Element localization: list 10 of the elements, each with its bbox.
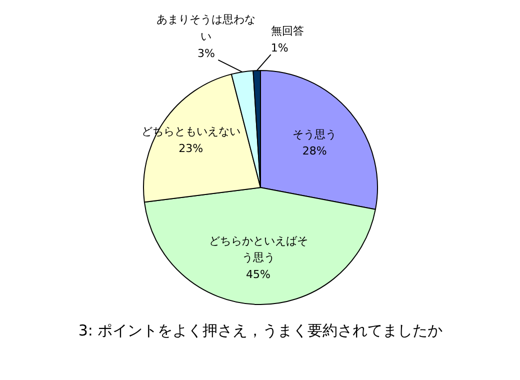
data-label: 28% [302,144,327,158]
slice-label: そう思う [292,128,337,141]
slice-label: あまりそうは思わない [156,13,256,44]
data-label: 23% [178,142,204,156]
slice-label: どちらかといえばそう思う [208,234,308,264]
data-label: 45% [246,268,271,282]
data-label: 3% [197,46,215,60]
text: 3: ポイントをよく押さえ，うまく要約されてましたか [78,322,443,340]
data-label: 1% [270,42,288,55]
slice-label: 無回答 [270,24,304,38]
